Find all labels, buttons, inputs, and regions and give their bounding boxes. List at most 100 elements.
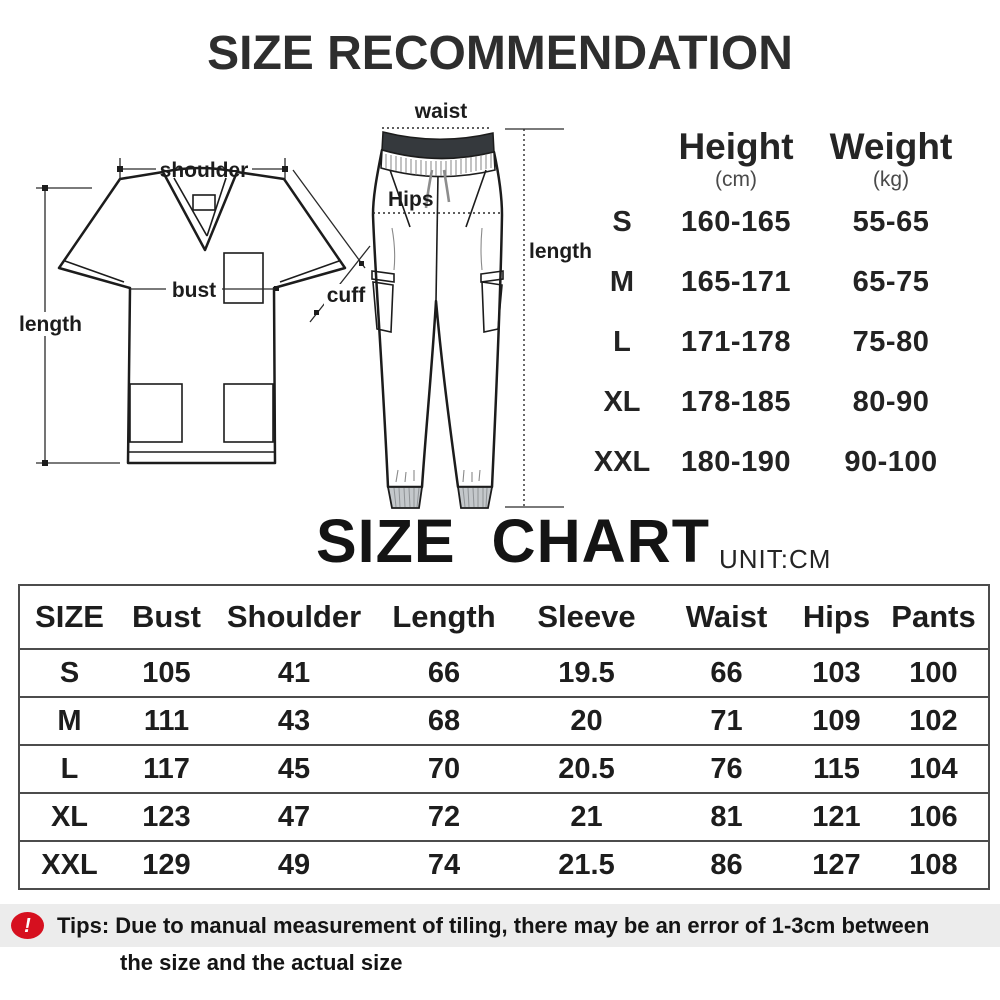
value-cell: 72 bbox=[374, 792, 514, 841]
dimension-dot bbox=[42, 185, 48, 191]
value-cell: 49 bbox=[214, 840, 374, 889]
tips-text-line2: the size and the actual size bbox=[120, 950, 403, 975]
value-cell: 127 bbox=[794, 840, 879, 889]
height-range: 171-178 bbox=[681, 325, 791, 358]
size-cell: S bbox=[19, 648, 119, 697]
size-label: XXL bbox=[593, 445, 651, 478]
height-column-header: Height bbox=[678, 126, 794, 167]
alert-exclamation-icon: ! bbox=[11, 912, 44, 939]
value-cell: 20.5 bbox=[514, 744, 659, 793]
table-row: XL 123 47 72 21 81 121 106 bbox=[19, 792, 989, 841]
cargo-pocket-right bbox=[480, 270, 504, 333]
size-label: L bbox=[613, 325, 631, 358]
scrub-pants-diagram: waist Hips length bbox=[371, 100, 592, 509]
label-backdrop bbox=[16, 312, 78, 336]
header-cell: Length bbox=[392, 599, 496, 634]
pants-length-label: length bbox=[529, 240, 592, 263]
value-cell: 121 bbox=[794, 792, 879, 841]
value-cell: 66 bbox=[374, 648, 514, 697]
height-range: 165-171 bbox=[681, 265, 791, 298]
value-cell: 105 bbox=[119, 648, 214, 697]
value-cell: 86 bbox=[659, 840, 794, 889]
value-cell: 19.5 bbox=[514, 648, 659, 697]
hips-label: Hips bbox=[388, 188, 434, 211]
hw-row-l: L 171-178 75-80 bbox=[583, 312, 983, 372]
value-cell: 43 bbox=[214, 696, 374, 745]
size-label: M bbox=[609, 265, 635, 298]
value-cell: 74 bbox=[374, 840, 514, 889]
elastic-ribbing bbox=[385, 153, 492, 176]
weight-range: 90-100 bbox=[844, 445, 938, 478]
elastic-band bbox=[380, 148, 496, 178]
value-cell: 129 bbox=[119, 840, 214, 889]
scrub-top-diagram: shoulder length bust cuff bbox=[16, 158, 371, 466]
value-cell: 103 bbox=[794, 648, 879, 697]
value-cell: 66 bbox=[659, 648, 794, 697]
dimension-dot bbox=[274, 286, 279, 291]
weight-range: 75-80 bbox=[852, 325, 930, 358]
value-cell: 115 bbox=[794, 744, 879, 793]
header-cell: Waist bbox=[685, 599, 768, 634]
value-cell: 123 bbox=[119, 792, 214, 841]
header-cell: Shoulder bbox=[226, 599, 362, 634]
size-chart-unit: UNIT:CM bbox=[719, 544, 832, 574]
value-cell: 21.5 bbox=[514, 840, 659, 889]
weight-range: 80-90 bbox=[852, 385, 930, 418]
dimension-dot bbox=[314, 310, 319, 315]
height-weight-header: Height (cm) Weight (kg) bbox=[583, 120, 983, 192]
header-cell: Pants bbox=[891, 599, 976, 634]
size-cell: XXL bbox=[19, 840, 119, 889]
height-unit: (cm) bbox=[715, 168, 757, 191]
shoulder-dimension-label: shoulder bbox=[160, 159, 249, 182]
value-cell: 71 bbox=[659, 696, 794, 745]
drawstring bbox=[424, 169, 451, 209]
hw-row-xxl: XXL 180-190 90-100 bbox=[583, 432, 983, 492]
dimension-dot bbox=[42, 460, 48, 466]
size-chart-table: SIZE Bust Shoulder Length Sleeve Waist H… bbox=[18, 584, 990, 890]
value-cell: 106 bbox=[879, 792, 989, 841]
hw-row-xl: XL 178-185 80-90 bbox=[583, 372, 983, 432]
value-cell: 68 bbox=[374, 696, 514, 745]
value-cell: 108 bbox=[879, 840, 989, 889]
height-range: 180-190 bbox=[681, 445, 791, 478]
size-cell: XL bbox=[19, 792, 119, 841]
value-cell: 21 bbox=[514, 792, 659, 841]
size-chart-title: SIZE CHART bbox=[316, 507, 710, 575]
top-length-label: length bbox=[19, 313, 82, 336]
chest-pocket bbox=[223, 252, 264, 304]
table-row: M 111 43 68 20 71 109 102 bbox=[19, 696, 989, 745]
page-title: SIZE RECOMMENDATION bbox=[207, 27, 793, 80]
height-range: 178-185 bbox=[681, 385, 791, 418]
table-row: L 117 45 70 20.5 76 115 104 bbox=[19, 744, 989, 793]
label-backdrop bbox=[526, 240, 586, 262]
value-cell: 45 bbox=[214, 744, 374, 793]
cargo-pocket-left bbox=[371, 270, 395, 333]
hand-pocket-slants bbox=[389, 169, 487, 228]
value-cell: 20 bbox=[514, 696, 659, 745]
header-cell: Sleeve bbox=[537, 599, 636, 634]
header-cell: Hips bbox=[802, 599, 871, 634]
value-cell: 47 bbox=[214, 792, 374, 841]
value-cell: 117 bbox=[119, 744, 214, 793]
weight-column-header: Weight bbox=[829, 126, 953, 167]
left-pocket bbox=[129, 383, 183, 443]
value-cell: 81 bbox=[659, 792, 794, 841]
value-cell: 76 bbox=[659, 744, 794, 793]
cuff-ribbing bbox=[393, 487, 488, 508]
size-label: XL bbox=[603, 385, 641, 418]
tips-text-line1: Tips: Due to manual measurement of tilin… bbox=[57, 912, 930, 938]
weight-unit: (kg) bbox=[872, 168, 910, 191]
height-weight-table: Height (cm) Weight (kg) S 160-165 55-65 … bbox=[583, 120, 983, 492]
value-cell: 70 bbox=[374, 744, 514, 793]
table-row: XXL 129 49 74 21.5 86 127 108 bbox=[19, 840, 989, 889]
bust-label: bust bbox=[172, 279, 216, 302]
value-cell: 41 bbox=[214, 648, 374, 697]
header-cell: SIZE bbox=[35, 599, 104, 634]
size-cell: M bbox=[19, 696, 119, 745]
right-pocket bbox=[223, 383, 274, 443]
crotch-seam bbox=[435, 173, 439, 302]
sleeve-hem-lines bbox=[64, 260, 340, 283]
v-neck-inner bbox=[173, 177, 227, 237]
table-row: S 105 41 66 19.5 66 103 100 bbox=[19, 648, 989, 697]
dimension-dot bbox=[282, 166, 288, 172]
